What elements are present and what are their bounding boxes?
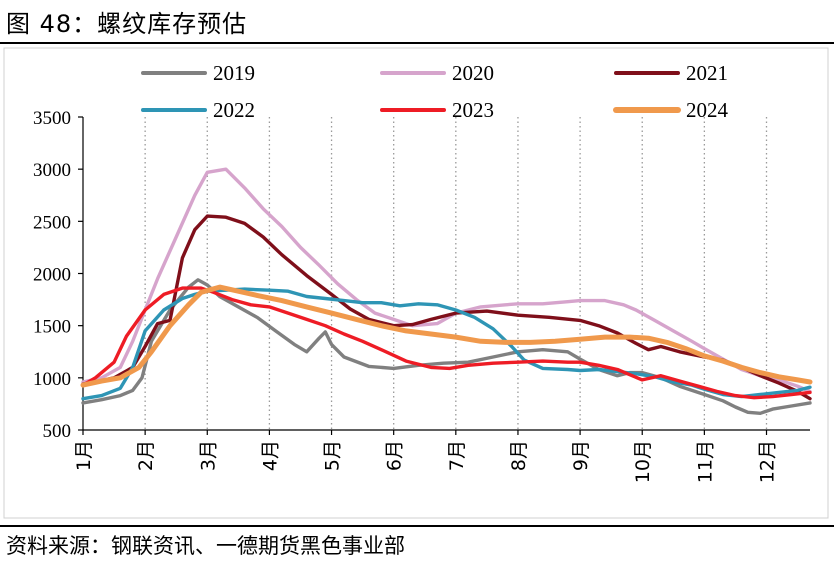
series-line-2019 — [81, 278, 812, 415]
y-tick-label-3000: 3000 — [33, 160, 71, 181]
page-title: 图 48：螺纹库存预估 — [6, 10, 248, 38]
x-tick-label-10: 10月 — [632, 440, 654, 483]
y-tick-label-1000: 1000 — [33, 369, 71, 390]
series-line-2020 — [81, 167, 812, 394]
x-tick-label-9: 9月 — [570, 440, 592, 471]
y-tick-label-500: 500 — [43, 421, 72, 442]
x-tick-label-7: 7月 — [446, 440, 468, 471]
legend-label-2023: 2023 — [452, 98, 494, 122]
y-tick-label-3500: 3500 — [33, 108, 71, 129]
series-line-2024 — [80, 284, 813, 388]
series-line-2023 — [81, 286, 812, 400]
x-tick-label-12: 12月 — [757, 440, 779, 483]
series-line-2022 — [81, 287, 812, 401]
y-tick-label-2000: 2000 — [33, 265, 71, 286]
x-tick-label-1: 1月 — [73, 440, 95, 471]
chart-series — [80, 167, 813, 415]
source-note: 资料来源：钢联资讯、一德期货黑色事业部 — [6, 534, 405, 558]
source-rule — [0, 525, 834, 527]
plot-frame — [3, 47, 829, 519]
title-rule — [0, 42, 834, 44]
chart-grid — [3, 47, 829, 519]
x-tick-label-6: 6月 — [384, 440, 406, 471]
chart-axes: 500 1000 1500 2000 2500 3000 3500 1月 2月 3月 4月 5月 6月 7… — [33, 108, 810, 483]
y-tick-label-2500: 2500 — [33, 212, 71, 233]
x-tick-label-5: 5月 — [322, 440, 344, 471]
x-tick-label-2: 2月 — [135, 440, 157, 471]
chart-legend: 2019 2020 2021 2022 2023 2024 — [141, 61, 729, 122]
legend-label-2021: 2021 — [686, 61, 728, 85]
legend-label-2022: 2022 — [213, 98, 255, 122]
x-tick-label-3: 3月 — [197, 440, 219, 471]
legend-label-2024: 2024 — [686, 98, 729, 122]
x-tick-label-8: 8月 — [508, 440, 530, 471]
y-tick-label-1500: 1500 — [33, 317, 71, 338]
legend-label-2019: 2019 — [213, 61, 255, 85]
legend-label-2020: 2020 — [452, 61, 494, 85]
x-tick-label-4: 4月 — [259, 440, 281, 471]
x-tick-label-11: 11月 — [694, 440, 716, 483]
